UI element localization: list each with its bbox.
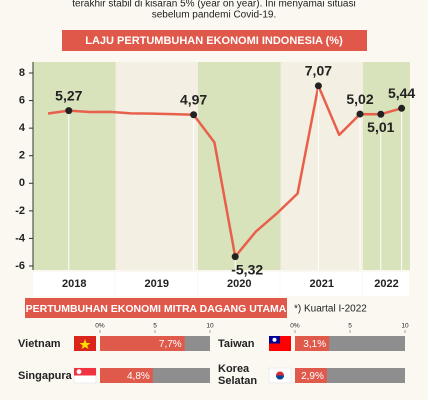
y-tick-label: -6 (15, 260, 25, 272)
intro-text: sebelum pandemi Covid-19. (152, 10, 277, 21)
bar (100, 336, 185, 351)
y-tick-label: 8 (19, 67, 25, 79)
x-tick-label: 2021 (310, 278, 334, 290)
x-tick-label: 2018 (62, 278, 86, 290)
flag-korea (268, 367, 292, 384)
year-label-bg (280, 272, 362, 296)
year-label-bg (198, 272, 280, 296)
year-band (198, 62, 281, 270)
x-tick-label: 2020 (227, 278, 251, 290)
bar (100, 368, 153, 383)
y-tick-label: -4 (15, 232, 26, 244)
year-label-bg (363, 272, 409, 296)
y-tick-label: 2 (19, 150, 25, 162)
y-tick-label: 4 (19, 122, 26, 134)
data-label: 5,02 (346, 91, 373, 107)
intro-text: terakhir stabil di kisaran 5% (year on y… (72, 0, 355, 10)
bar (295, 336, 330, 351)
note: *) Kuartal I-2022 (294, 304, 367, 315)
year-band (115, 62, 198, 270)
x-tick-label: 10 (401, 323, 409, 330)
data-point (398, 104, 406, 112)
data-point (314, 82, 322, 90)
data-point (377, 110, 385, 118)
year-label-bg (33, 272, 115, 296)
x-tick-label: 2019 (145, 278, 169, 290)
data-point (231, 253, 239, 261)
y-tick-label: 6 (19, 94, 25, 106)
year-band (33, 62, 116, 270)
data-label: 5,01 (367, 119, 394, 135)
x-tick-label: 10 (206, 323, 214, 330)
data-point (356, 110, 364, 118)
data-label: 2,9% (301, 371, 324, 382)
data-label: 7,7% (159, 339, 182, 350)
flag-taiwan (269, 336, 291, 351)
data-label: 5,44 (388, 85, 415, 101)
flag-singapore (73, 367, 97, 384)
year-label-bg (115, 272, 197, 296)
chart-title: LAJU PERTUMBUHAN EKONOMI INDONESIA (%) (85, 35, 343, 47)
x-tick-label: 5 (153, 323, 157, 330)
flag-vietnam (74, 336, 96, 351)
x-tick-label: 5 (348, 323, 352, 330)
line-series (47, 84, 402, 258)
title-banner (25, 298, 287, 318)
data-point (190, 111, 198, 119)
category-label: Korea Selatan (218, 363, 258, 387)
category-label: Taiwan (218, 338, 255, 350)
year-band (363, 62, 410, 270)
data-label: 3,1% (303, 339, 326, 350)
x-tick-label: 0% (290, 323, 300, 330)
data-label: 5,27 (55, 87, 82, 103)
data-label: 4,97 (180, 91, 207, 107)
x-tick-label: 0% (95, 323, 105, 330)
data-label: 7,07 (305, 63, 332, 79)
title-banner (62, 30, 367, 51)
y-tick-label: -2 (15, 205, 25, 217)
bar (295, 368, 327, 383)
category-label: Vietnam (18, 338, 61, 350)
data-point (65, 107, 73, 115)
data-label: -5,32 (231, 261, 263, 277)
x-tick-label: 2022 (374, 278, 398, 290)
data-label: 4,8% (127, 371, 150, 382)
chart-title: PERTUMBUHAN EKONOMI MITRA DAGANG UTAMA (26, 303, 287, 315)
y-tick-label: 0 (19, 177, 25, 189)
category-label: Singapura (18, 370, 72, 382)
